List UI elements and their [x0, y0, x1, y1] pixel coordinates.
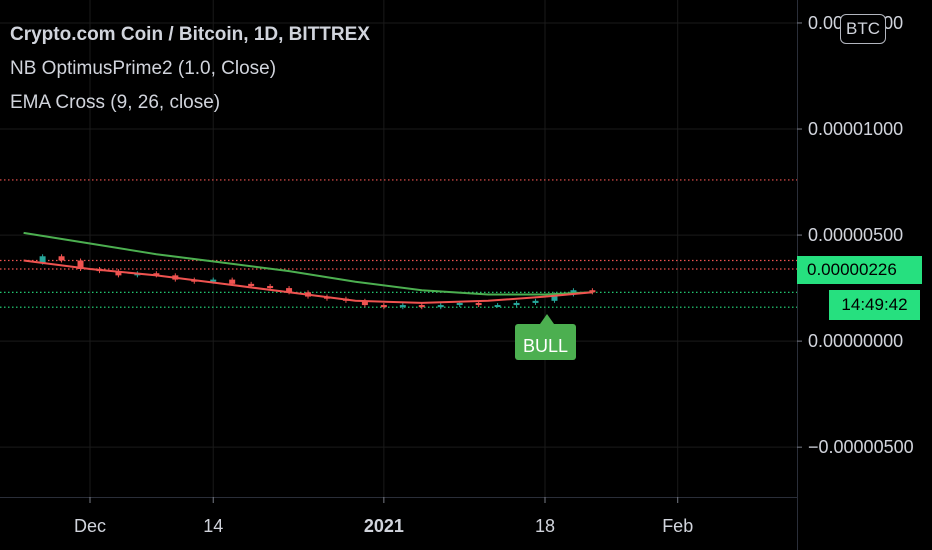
- last-price-tag: 0.00000226: [797, 256, 922, 284]
- bar-countdown-tag: 14:49:42: [829, 290, 920, 320]
- candle-down: [248, 283, 255, 286]
- candle-up: [532, 300, 539, 303]
- candle-up: [39, 256, 46, 263]
- candle-down: [115, 271, 122, 276]
- candle-up: [494, 305, 501, 308]
- y-tick-label: −0.00000500: [808, 437, 914, 457]
- candle-down: [77, 260, 84, 269]
- candle-down: [380, 305, 387, 308]
- bull-signal-label: BULL: [515, 324, 576, 360]
- candle-down: [229, 279, 236, 284]
- candle-down: [418, 305, 425, 308]
- indicator-optimusprime[interactable]: NB OptimusPrime2 (1.0, Close): [10, 58, 277, 79]
- candle-down: [267, 285, 274, 289]
- chart-legend: Crypto.com Coin / Bitcoin, 1D, BITTREX N…: [10, 18, 370, 120]
- x-tick-label: Feb: [662, 516, 693, 536]
- y-tick-label: 0.00000500: [808, 225, 903, 245]
- candle-down: [475, 302, 482, 306]
- candles: [39, 254, 596, 310]
- x-tick-label: Dec: [74, 516, 106, 536]
- y-tick-label: 0.00000000: [808, 331, 903, 351]
- x-tick-label: 18: [535, 516, 555, 536]
- indicator-ema-cross[interactable]: EMA Cross (9, 26, close): [10, 92, 221, 113]
- candle-down: [361, 300, 368, 306]
- ema-slow-line: [23, 231, 593, 296]
- candle-down: [58, 256, 65, 261]
- indicator-lines: [23, 231, 593, 304]
- candle-up: [399, 305, 406, 308]
- candle-down: [153, 273, 160, 276]
- signal-pointer: [540, 314, 554, 324]
- candle-down: [589, 290, 596, 293]
- candle-up: [456, 302, 463, 306]
- y-tick-label: 0.00001000: [808, 119, 903, 139]
- candle-up: [437, 305, 444, 308]
- candle-up: [551, 294, 558, 301]
- candle-up: [210, 279, 217, 282]
- ema-fast-line: [23, 259, 593, 304]
- currency-badge[interactable]: BTC: [840, 14, 886, 44]
- candle-up: [513, 302, 520, 306]
- candle-down: [286, 288, 293, 293]
- x-tick-label: 14: [203, 516, 223, 536]
- grid-lines: [0, 0, 797, 497]
- x-tick-label: 2021: [364, 516, 404, 536]
- horizontal-levels: [0, 179, 797, 308]
- symbol-title[interactable]: Crypto.com Coin / Bitcoin, 1D, BITTREX: [10, 24, 370, 45]
